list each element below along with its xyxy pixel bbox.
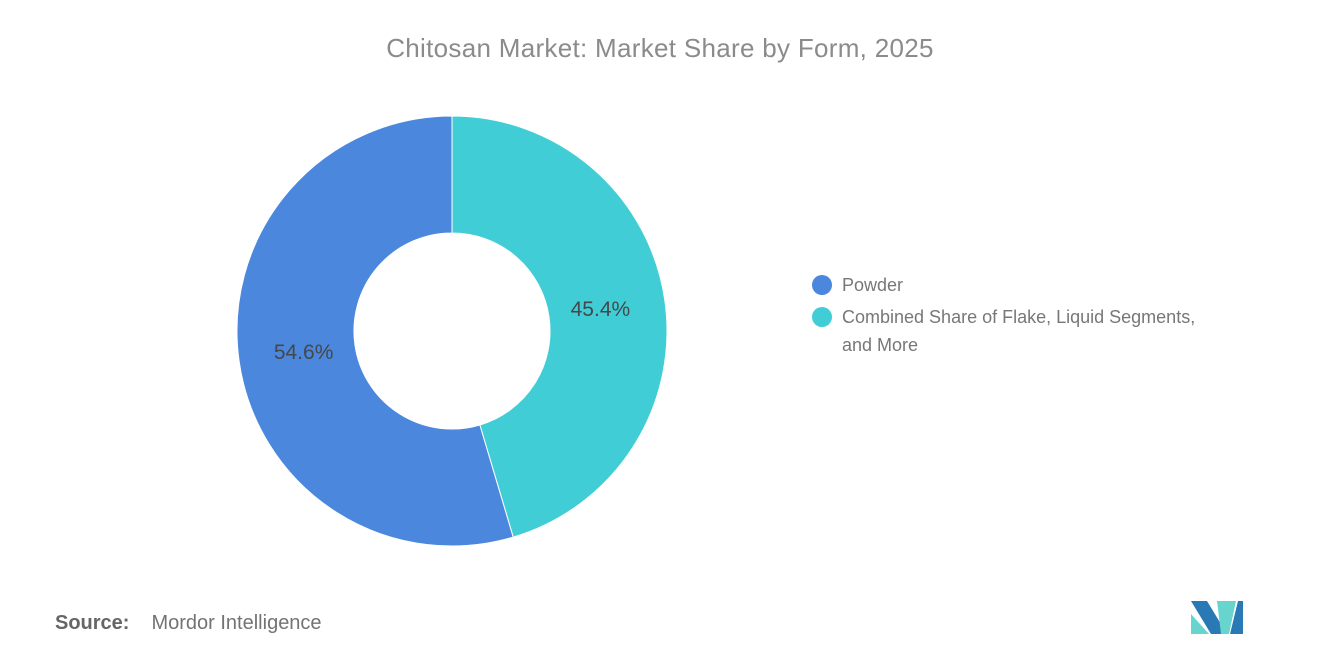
source-label: Source: (55, 612, 130, 634)
chart-title: Chitosan Market: Market Share by Form, 2… (386, 33, 934, 63)
donut-chart: 54.6% 45.4% (232, 111, 672, 551)
legend-item-label: Combined Share of Flake, Liquid Segments… (842, 307, 1196, 355)
data-label: 54.6% (274, 341, 334, 364)
source-value: Mordor Intelligence (151, 612, 322, 634)
legend-swatch-icon (812, 275, 832, 295)
source-line: Source: Mordor Intelligence (55, 612, 322, 635)
legend-swatch-icon (812, 307, 832, 327)
legend-item-combined-share[interactable]: Combined Share of Flake, Liquid Segments… (812, 303, 1290, 359)
donut-slice-combined-share-of-flake-liquid-segments-and-more[interactable] (451, 115, 668, 538)
legend-item-label: Powder (842, 275, 904, 295)
donut-slice-powder[interactable] (236, 115, 514, 547)
legend-item-powder[interactable]: Powder (812, 271, 1290, 299)
data-label: 45.4% (571, 298, 631, 321)
mordor-intelligence-logo (1191, 601, 1243, 634)
chart-legend: Powder Combined Share of Flake, Liquid Se… (812, 271, 1290, 363)
